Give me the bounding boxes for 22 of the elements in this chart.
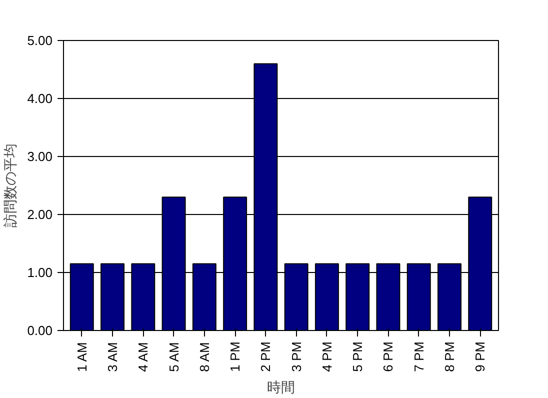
x-tick-label: 4 AM (136, 342, 151, 372)
y-tick-label: 1.00 (27, 265, 53, 280)
x-tick-label: 3 AM (105, 342, 120, 372)
x-tick-label: 3 PM (288, 342, 304, 372)
x-tick-label: 6 PM (380, 342, 396, 372)
x-tick-label: 5 PM (350, 342, 366, 372)
y-tick-label: 4.00 (27, 91, 53, 106)
x-tick-label: 4 PM (319, 342, 334, 372)
y-tick-label: 3.00 (27, 149, 53, 164)
y-axis-title: 訪問数の平均 (3, 144, 20, 228)
x-tick-label: 8 AM (196, 342, 212, 372)
x-tick-label: 8 PM (442, 342, 457, 372)
y-tick-label: 5.00 (27, 33, 53, 48)
x-tick-label: 7 PM (411, 342, 426, 372)
y-tick-label: 2.00 (27, 207, 53, 222)
x-axis-title: 時間 (267, 380, 295, 396)
x-tick-label: 2 PM (258, 342, 274, 372)
x-tick-label: 5 AM (166, 342, 182, 372)
y-tick-label: 0.00 (27, 323, 53, 338)
x-tick-label: 1 AM (74, 342, 90, 372)
x-tick-label: 9 PM (472, 342, 488, 372)
x-tick-label: 1 PM (228, 342, 243, 372)
